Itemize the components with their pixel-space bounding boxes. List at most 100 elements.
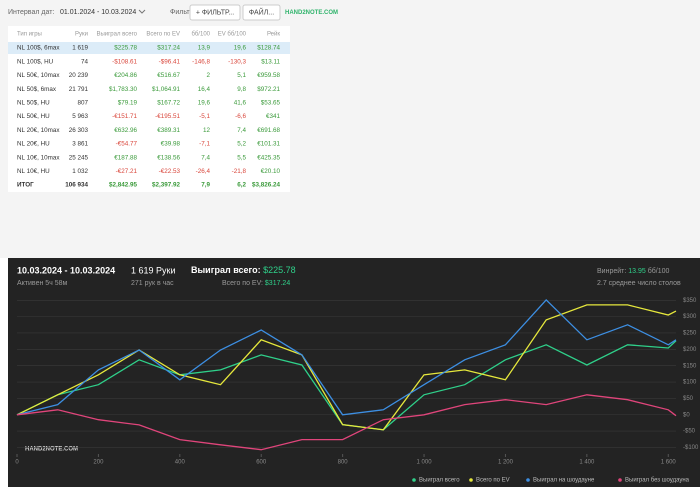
filter-button[interactable]: [189, 4, 241, 21]
x-tick-label: 1 600: [661, 460, 677, 466]
active-time: Активен 5ч 58м: [17, 280, 68, 287]
table-cell: 1 619: [72, 45, 88, 52]
table-cell: €187.88: [114, 154, 137, 161]
column-header: Руки: [75, 32, 88, 38]
y-tick-label: $200: [683, 347, 697, 353]
legend-label: Выиграл всего: [419, 478, 460, 484]
table-cell: 5 963: [72, 113, 88, 120]
column-header: Рейк: [267, 31, 280, 38]
table-cell: $2,842.95: [109, 182, 138, 189]
y-tick-label: $250: [683, 331, 697, 337]
table-cell: 5,1: [237, 72, 246, 79]
table-cell: 807: [77, 99, 88, 106]
chart-panel: [8, 258, 700, 487]
table-cell: €959.58: [257, 72, 280, 79]
table: Тип игры Руки Выиграл всего Всего по EV бб/1…: [17, 31, 280, 189]
table-cell: NL 10€, HU: [17, 168, 50, 175]
chart-logo: HAND2NOTE.COM: [25, 447, 78, 453]
table-cell: €138.56: [157, 154, 180, 161]
logo: HAND2NOTE.COM: [285, 10, 338, 16]
table-cell: €632.96: [114, 127, 137, 134]
date-label: Интервал дат:: [8, 9, 54, 16]
table-cell: -26,4: [196, 168, 211, 175]
y-tick-label: $100: [683, 380, 697, 386]
x-tick-label: 1 400: [579, 460, 595, 466]
table-cell: €341: [266, 113, 281, 120]
y-tick-label: $150: [683, 363, 697, 369]
table-cell: 19,6: [198, 99, 211, 106]
selected-row[interactable]: [8, 42, 290, 54]
table-cell: 5,2: [237, 141, 246, 148]
table-cell: -€54.77: [116, 141, 138, 148]
table-cell: -21,8: [232, 168, 247, 175]
table-cell: €20.10: [261, 168, 281, 175]
table-cell: 6,2: [237, 182, 246, 189]
file-button-label[interactable]: ФАЙЛ...: [249, 7, 274, 16]
table-cell: -€22.53: [159, 168, 181, 175]
table-cell: $167.72: [157, 99, 180, 106]
table-cell: 5,5: [237, 154, 246, 161]
table-cell: 7,9: [201, 182, 210, 189]
x-tick-label: 1 000: [417, 460, 433, 466]
legend-label: Выиграл на шоудауне: [533, 478, 595, 484]
y-tick-label: $350: [683, 298, 697, 304]
table-cell: NL 20€, HU: [17, 141, 50, 148]
table-cell: -146,8: [192, 58, 210, 65]
table-cell: €204.86: [114, 72, 137, 79]
table-cell: NL 100$, 6max: [17, 45, 60, 52]
table-cell: 41,6: [234, 99, 247, 106]
series-line: [16, 298, 677, 416]
dropdown-arrow[interactable]: [138, 9, 146, 14]
column-header: EV бб/100: [218, 32, 247, 38]
table-cell: 20 239: [69, 72, 89, 79]
ev-value: $317.24: [265, 280, 290, 287]
table-cell: $1,783.30: [109, 86, 138, 93]
table-cell: 25 245: [69, 154, 89, 161]
legend-swatch: [618, 478, 622, 482]
period: 10.03.2024 - 10.03.2024: [17, 265, 115, 275]
table-cell: 1 032: [72, 168, 88, 175]
file-button[interactable]: [242, 4, 281, 21]
table-cell: -$108.61: [112, 58, 137, 65]
x-tick-label: 200: [93, 460, 104, 466]
table-cell: -€27.21: [116, 168, 138, 175]
table-cell: -7,1: [199, 141, 210, 148]
table-cell: -$96.41: [159, 58, 181, 65]
table-cell: 74: [81, 58, 89, 65]
hands-per-hour: 271 рук в час: [131, 280, 174, 287]
table-cell: 26 303: [69, 127, 89, 134]
table-cell: 12: [203, 127, 211, 134]
table-cell: $317.24: [157, 45, 180, 52]
table-cell: €516.67: [157, 72, 180, 79]
table-cell: NL 20€, 10max: [17, 127, 60, 134]
legend-label: Всего по EV: [476, 478, 510, 484]
column-header: бб/100: [191, 32, 210, 38]
table-cell: €691.68: [257, 127, 280, 134]
winrate-unit: бб/100: [646, 267, 670, 275]
table-cell: ИТОГ: [17, 182, 34, 189]
filters-label: Фильтры:: [170, 9, 201, 16]
table-cell: 3 861: [72, 141, 88, 148]
table-cell: €389.31: [157, 127, 180, 134]
y-tick-label: $0: [683, 412, 690, 418]
y-tick-label: $300: [683, 314, 697, 320]
hands: 1 619 Руки: [131, 265, 176, 275]
table-cell: €101.31: [257, 141, 280, 148]
table-cell: -5,1: [199, 113, 210, 120]
table-cell: 106 934: [65, 182, 88, 189]
y-tick-label: -$50: [683, 429, 696, 435]
chart: -$100 -$50 $0 $50 $100 $150 $200 $250 $300 $350 0 2…: [15, 298, 699, 484]
table-cell: 16,4: [198, 86, 211, 93]
table-cell: $3,826.24: [252, 182, 281, 189]
column-header: Выиграл всего: [96, 32, 137, 38]
series-line: [16, 304, 677, 431]
table-cell: 9,8: [237, 86, 246, 93]
table-cell: 19,6: [234, 45, 247, 52]
table-cell: NL 50$, HU: [17, 99, 50, 106]
ev-label: Всего по EV:: [222, 280, 265, 287]
won-label: Выиграл всего:: [191, 265, 263, 275]
filter-button-label[interactable]: + ФИЛЬТР...: [196, 9, 234, 16]
date-range[interactable]: 01.01.2024 - 10.03.2024: [60, 9, 136, 16]
